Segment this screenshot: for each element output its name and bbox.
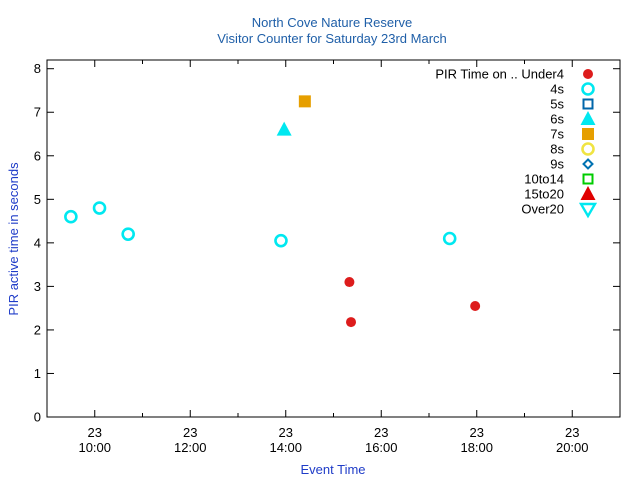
- y-axis-label: PIR active time in seconds: [6, 162, 21, 316]
- legend-marker-15to20: [580, 186, 596, 200]
- chart-title-line-2: Visitor Counter for Saturday 23rd March: [217, 31, 447, 46]
- legend-marker-8s: [581, 142, 595, 156]
- x-tick-label-time: 16:00: [365, 440, 398, 455]
- y-tick-label: 5: [34, 192, 41, 207]
- legend-marker-4s: [581, 82, 595, 96]
- chart-title: North Cove Nature Reserve Visitor Counte…: [217, 15, 447, 46]
- x-tick-label-time: 18:00: [460, 440, 493, 455]
- x-tick-label-day: 23: [279, 425, 293, 440]
- x-tick-label-time: 20:00: [556, 440, 589, 455]
- x-axis-label: Event Time: [300, 462, 365, 477]
- x-tick-label-day: 23: [374, 425, 388, 440]
- y-axis: 0 1 2 3 4 5 6 7 8: [34, 61, 620, 425]
- legend-label: 10to14: [524, 172, 564, 187]
- legend-marker-10to14: [582, 173, 594, 185]
- data-point-under4: [470, 300, 481, 311]
- data-point-under4: [344, 277, 355, 288]
- x-tick-label-day: 23: [88, 425, 102, 440]
- legend-marker-9s: [582, 158, 594, 170]
- data-point-4s: [274, 233, 288, 248]
- legend-label: 9s: [550, 157, 564, 172]
- data-point-4s: [64, 209, 78, 224]
- data-point-6s: [276, 121, 292, 136]
- data-point-7s: [298, 95, 311, 108]
- x-tick-label-time: 14:00: [269, 440, 302, 455]
- x-tick-label-day: 23: [183, 425, 197, 440]
- legend-label: PIR Time on .. Under4: [435, 67, 564, 82]
- data-point-4s: [121, 227, 135, 241]
- legend: PIR Time on .. Under44s5s6s7s8s9s10to141…: [435, 67, 598, 219]
- x-tick-label-time: 10:00: [78, 440, 111, 455]
- y-tick-label: 8: [34, 61, 41, 76]
- legend-label: 5s: [550, 97, 564, 112]
- legend-label: 7s: [550, 127, 564, 142]
- legend-marker-5s: [582, 98, 594, 110]
- data-points: [64, 95, 481, 328]
- legend-label: Over20: [521, 202, 564, 217]
- data-point-under4: [346, 317, 357, 328]
- y-tick-label: 3: [34, 279, 41, 294]
- y-tick-label: 1: [34, 366, 41, 381]
- legend-marker-under4: [583, 69, 593, 79]
- y-tick-label: 4: [34, 235, 41, 250]
- legend-marker-over20: [578, 202, 598, 219]
- data-point-4s: [92, 201, 107, 215]
- chart-title-line-1: North Cove Nature Reserve: [252, 15, 412, 30]
- legend-label: 15to20: [524, 187, 564, 202]
- y-tick-label: 7: [34, 105, 41, 120]
- y-tick-label: 2: [34, 322, 41, 337]
- x-axis: 2310:002312:002314:002316:002318:002320:…: [78, 60, 589, 455]
- y-tick-label: 0: [34, 410, 41, 425]
- x-tick-label-day: 23: [565, 425, 579, 440]
- data-point-4s: [442, 231, 457, 246]
- legend-label: 8s: [550, 142, 564, 157]
- legend-label: 6s: [550, 112, 564, 127]
- x-tick-label-day: 23: [470, 425, 484, 440]
- legend-marker-7s: [582, 128, 594, 140]
- x-tick-label-time: 12:00: [174, 440, 207, 455]
- y-tick-label: 6: [34, 148, 41, 163]
- legend-label: 4s: [550, 82, 564, 97]
- legend-marker-6s: [580, 111, 596, 125]
